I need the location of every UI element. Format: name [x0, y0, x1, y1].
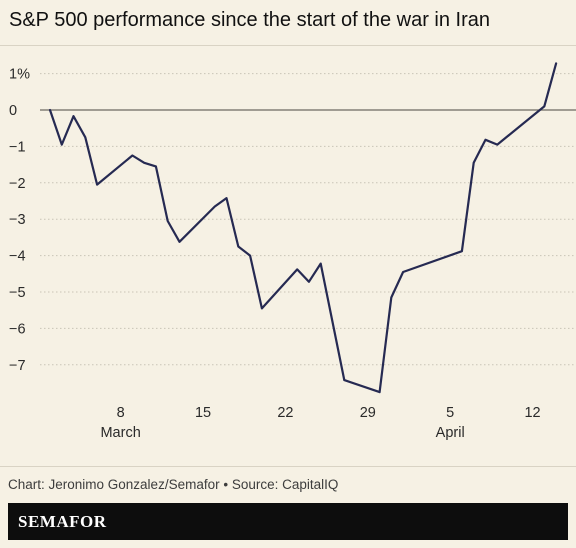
source-divider: [0, 466, 576, 467]
title-divider: [0, 45, 576, 46]
x-month-label: April: [436, 425, 465, 441]
x-month-label: March: [100, 425, 140, 441]
x-tick-label: 8: [117, 405, 125, 421]
y-tick-label: 0: [9, 103, 17, 119]
y-tick-label: −6: [9, 321, 26, 337]
y-tick-label: −4: [9, 249, 26, 265]
y-tick-label: −3: [9, 212, 26, 228]
x-axis-ticks: 8 March 15 22 29 5 April 12: [100, 405, 540, 441]
y-axis-ticks: 1% 0 −1 −2 −3 −4 −5 −6 −7: [9, 67, 30, 374]
y-tick-label: −7: [9, 358, 26, 374]
source-credit: Chart: Jeronimo Gonzalez/Semafor • Sourc…: [8, 477, 339, 492]
y-tick-label: 1%: [9, 67, 30, 83]
x-tick-label: 29: [360, 405, 376, 421]
series-layer: [48, 62, 558, 394]
semafor-logo: SEMAFOR: [18, 512, 107, 531]
series-line: [48, 62, 558, 394]
gridlines: [40, 73, 576, 366]
x-tick-label: 15: [195, 405, 211, 421]
x-tick-label: 12: [524, 405, 540, 421]
x-tick-label: 22: [277, 405, 293, 421]
y-tick-label: −2: [9, 176, 26, 192]
footer-bar: SEMAFOR: [8, 503, 568, 540]
y-tick-label: −5: [9, 285, 26, 301]
y-tick-label: −1: [9, 139, 26, 155]
line-chart: 1% 0 −1 −2 −3 −4 −5 −6 −7 8 March 15 22 29 5 April 12: [9, 62, 576, 441]
chart-title: S&P 500 performance since the start of t…: [9, 9, 490, 31]
x-tick-label: 5: [446, 405, 454, 421]
